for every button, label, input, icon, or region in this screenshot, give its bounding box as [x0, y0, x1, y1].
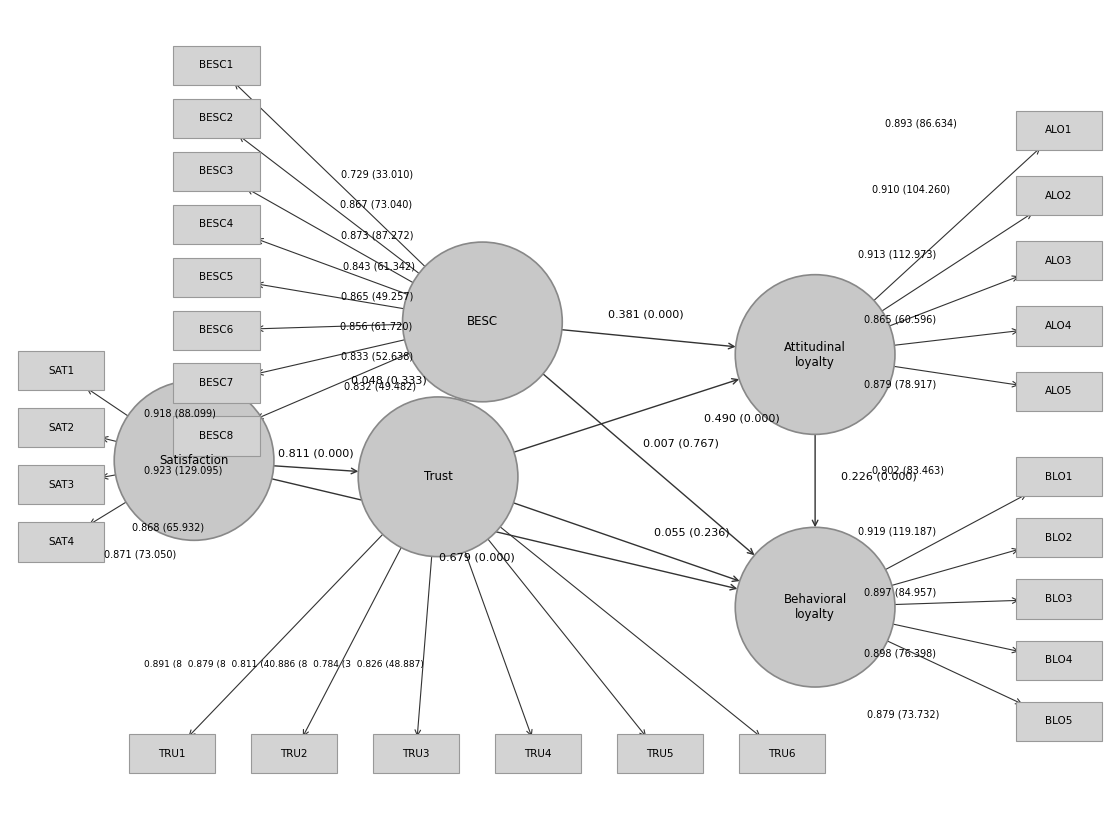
Text: 0.919 (119.187): 0.919 (119.187)	[858, 526, 936, 536]
Text: ALO5: ALO5	[1046, 386, 1072, 396]
FancyBboxPatch shape	[1016, 518, 1102, 557]
FancyBboxPatch shape	[18, 522, 104, 562]
Text: 0.867 (73.040): 0.867 (73.040)	[339, 200, 413, 209]
Text: TRU5: TRU5	[647, 749, 673, 759]
Text: 0.913 (112.973): 0.913 (112.973)	[857, 249, 936, 259]
Text: 0.893 (86.634): 0.893 (86.634)	[885, 119, 957, 129]
Text: 0.879 (73.732): 0.879 (73.732)	[867, 710, 939, 720]
FancyBboxPatch shape	[18, 465, 104, 504]
Text: ALO4: ALO4	[1046, 321, 1072, 331]
FancyBboxPatch shape	[1016, 579, 1102, 619]
Text: BESC: BESC	[467, 315, 498, 328]
Text: 0.891 (8  0.879 (8  0.811 (40.886 (8  0.784 (3  0.826 (48.887): 0.891 (8 0.879 (8 0.811 (40.886 (8 0.784…	[144, 659, 424, 669]
FancyBboxPatch shape	[617, 734, 703, 773]
Text: 0.902 (83.463): 0.902 (83.463)	[872, 465, 944, 475]
Text: 0.868 (65.932): 0.868 (65.932)	[132, 522, 204, 532]
Text: 0.048 (0.333): 0.048 (0.333)	[352, 376, 427, 385]
Text: Behavioral
loyalty: Behavioral loyalty	[783, 593, 847, 621]
Text: BESC4: BESC4	[200, 219, 233, 229]
Ellipse shape	[358, 397, 518, 557]
FancyBboxPatch shape	[173, 311, 260, 350]
Text: 0.873 (87.272): 0.873 (87.272)	[340, 231, 414, 240]
Text: 0.898 (76.398): 0.898 (76.398)	[864, 649, 936, 659]
Text: TRU1: TRU1	[159, 749, 185, 759]
FancyBboxPatch shape	[18, 408, 104, 447]
Text: SAT1: SAT1	[48, 366, 74, 376]
Text: ALO3: ALO3	[1046, 256, 1072, 266]
FancyBboxPatch shape	[1016, 241, 1102, 280]
Text: Satisfaction: Satisfaction	[160, 454, 228, 467]
Text: 0.729 (33.010): 0.729 (33.010)	[340, 170, 413, 179]
Text: 0.490 (0.000): 0.490 (0.000)	[704, 414, 780, 424]
Text: TRU3: TRU3	[403, 749, 429, 759]
FancyBboxPatch shape	[1016, 306, 1102, 346]
FancyBboxPatch shape	[173, 258, 260, 297]
FancyBboxPatch shape	[1016, 176, 1102, 215]
Text: 0.865 (49.257): 0.865 (49.257)	[340, 291, 414, 302]
Text: 0.833 (52.638): 0.833 (52.638)	[342, 352, 414, 362]
Text: 0.918 (88.099): 0.918 (88.099)	[144, 408, 216, 418]
Text: 0.007 (0.767): 0.007 (0.767)	[643, 438, 719, 448]
Text: BESC5: BESC5	[200, 272, 233, 282]
Text: BLO5: BLO5	[1046, 716, 1072, 726]
FancyBboxPatch shape	[1016, 111, 1102, 150]
Text: BESC8: BESC8	[200, 431, 233, 441]
Text: BESC7: BESC7	[200, 378, 233, 388]
Text: BESC3: BESC3	[200, 166, 233, 176]
Text: 0.923 (129.095): 0.923 (129.095)	[144, 465, 223, 475]
FancyBboxPatch shape	[173, 205, 260, 244]
Text: 0.910 (104.260): 0.910 (104.260)	[872, 184, 949, 194]
FancyBboxPatch shape	[18, 351, 104, 390]
Text: 0.679 (0.000): 0.679 (0.000)	[439, 553, 515, 562]
Ellipse shape	[735, 527, 895, 687]
Text: 0.055 (0.236): 0.055 (0.236)	[654, 528, 730, 538]
FancyBboxPatch shape	[173, 99, 260, 138]
Text: TRU2: TRU2	[281, 749, 307, 759]
FancyBboxPatch shape	[129, 734, 215, 773]
FancyBboxPatch shape	[739, 734, 825, 773]
Text: 0.843 (61.342): 0.843 (61.342)	[343, 262, 415, 271]
FancyBboxPatch shape	[173, 46, 260, 85]
FancyBboxPatch shape	[173, 152, 260, 191]
Ellipse shape	[735, 275, 895, 434]
Text: BESC6: BESC6	[200, 325, 233, 335]
Ellipse shape	[114, 381, 274, 540]
Text: BLO3: BLO3	[1046, 594, 1072, 604]
FancyBboxPatch shape	[1016, 641, 1102, 680]
Text: 0.811 (0.000): 0.811 (0.000)	[278, 448, 354, 458]
Text: 0.856 (61.720): 0.856 (61.720)	[340, 322, 413, 332]
Text: ALO2: ALO2	[1046, 191, 1072, 200]
Text: BESC1: BESC1	[200, 60, 233, 70]
FancyBboxPatch shape	[173, 363, 260, 403]
Text: SAT4: SAT4	[48, 537, 74, 547]
Text: 0.381 (0.000): 0.381 (0.000)	[608, 310, 683, 319]
Text: BLO1: BLO1	[1046, 472, 1072, 482]
Text: 0.832 (49.482): 0.832 (49.482)	[344, 381, 416, 391]
Text: 0.897 (84.957): 0.897 (84.957)	[864, 588, 936, 597]
FancyBboxPatch shape	[1016, 372, 1102, 411]
FancyBboxPatch shape	[173, 416, 260, 456]
Text: 0.226 (0.000): 0.226 (0.000)	[841, 472, 916, 482]
Text: TRU6: TRU6	[769, 749, 795, 759]
Text: TRU4: TRU4	[525, 749, 551, 759]
FancyBboxPatch shape	[495, 734, 581, 773]
Text: 0.865 (60.596): 0.865 (60.596)	[864, 315, 936, 324]
Text: SAT3: SAT3	[48, 480, 74, 490]
Text: Attitudinal
loyalty: Attitudinal loyalty	[784, 341, 846, 368]
Text: SAT2: SAT2	[48, 423, 74, 433]
Text: Trust: Trust	[424, 470, 452, 483]
Text: ALO1: ALO1	[1046, 126, 1072, 135]
Ellipse shape	[403, 242, 562, 402]
Text: 0.879 (78.917): 0.879 (78.917)	[864, 380, 936, 390]
Text: BESC2: BESC2	[200, 113, 233, 123]
FancyBboxPatch shape	[251, 734, 337, 773]
FancyBboxPatch shape	[373, 734, 459, 773]
Text: 0.871 (73.050): 0.871 (73.050)	[104, 549, 176, 559]
FancyBboxPatch shape	[1016, 457, 1102, 496]
Text: BLO4: BLO4	[1046, 655, 1072, 665]
Text: BLO2: BLO2	[1046, 533, 1072, 543]
FancyBboxPatch shape	[1016, 702, 1102, 741]
